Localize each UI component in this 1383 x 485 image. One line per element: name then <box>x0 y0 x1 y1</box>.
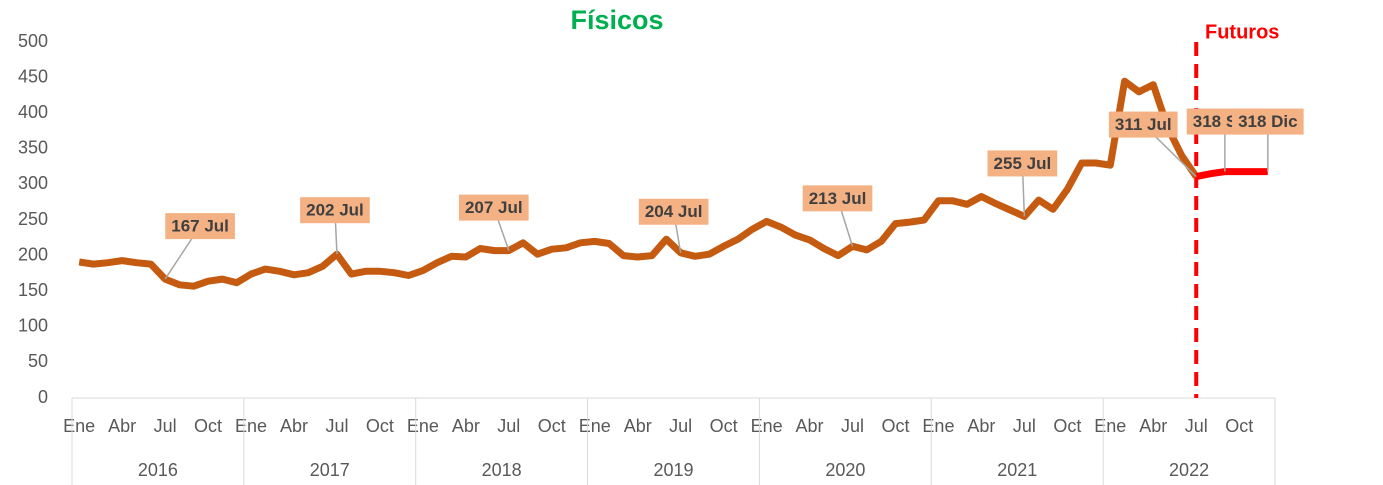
x-tick-label: Oct <box>1225 416 1253 436</box>
data-label: 213 Jul <box>809 189 867 208</box>
data-label: 202 Jul <box>306 201 364 220</box>
x-tick-label: Oct <box>881 416 909 436</box>
x-tick-label: Abr <box>108 416 136 436</box>
x-tick-label: Abr <box>280 416 308 436</box>
label-box <box>802 185 873 212</box>
x-tick-label: Ene <box>407 416 439 436</box>
x-tick-label: Abr <box>796 416 824 436</box>
year-label: 2022 <box>1169 460 1209 480</box>
y-tick-label: 0 <box>38 387 48 407</box>
y-tick-label: 500 <box>18 31 48 51</box>
label-box <box>987 150 1058 177</box>
x-tick-label: Abr <box>1139 416 1167 436</box>
y-tick-label: 50 <box>28 351 48 371</box>
y-tick-label: 100 <box>18 316 48 336</box>
label-box <box>1232 108 1304 135</box>
label-box <box>458 194 529 221</box>
label-box <box>638 198 709 225</box>
x-tick-label: Jul <box>841 416 864 436</box>
x-tick-label: Oct <box>710 416 738 436</box>
y-tick-label: 250 <box>18 209 48 229</box>
year-label: 2016 <box>138 460 178 480</box>
data-label: 318 Dic <box>1238 112 1298 131</box>
year-label: 2019 <box>653 460 693 480</box>
x-tick-label: Jul <box>497 416 520 436</box>
label-box <box>300 197 370 224</box>
x-tick-label: Abr <box>624 416 652 436</box>
y-tick-label: 450 <box>18 66 48 86</box>
x-tick-label: Ene <box>235 416 267 436</box>
data-label: 311 Jul <box>1115 115 1172 134</box>
chart-title: Físicos <box>570 5 663 35</box>
label-box <box>165 213 235 240</box>
data-label: 204 Jul <box>645 202 703 221</box>
x-tick-label: Ene <box>751 416 783 436</box>
data-label: 255 Jul <box>994 154 1052 173</box>
x-tick-label: Oct <box>366 416 394 436</box>
x-tick-label: Jul <box>325 416 348 436</box>
x-tick-label: Oct <box>1053 416 1081 436</box>
y-tick-label: 200 <box>18 244 48 264</box>
year-label: 2020 <box>825 460 865 480</box>
x-tick-label: Abr <box>967 416 995 436</box>
series-line <box>78 77 1200 290</box>
x-tick-label: Ene <box>579 416 611 436</box>
y-tick-label: 300 <box>18 173 48 193</box>
x-tick-label: Ene <box>1094 416 1126 436</box>
year-label: 2017 <box>310 460 350 480</box>
x-tick-label: Oct <box>538 416 566 436</box>
label-box <box>1108 111 1178 138</box>
y-tick-label: 350 <box>18 138 48 158</box>
x-tick-label: Abr <box>452 416 480 436</box>
x-tick-label: Jul <box>154 416 177 436</box>
x-tick-label: Ene <box>63 416 95 436</box>
y-tick-label: 150 <box>18 280 48 300</box>
data-label: 207 Jul <box>465 198 523 217</box>
data-label: 167 Jul <box>171 217 229 236</box>
x-tick-label: Jul <box>1013 416 1036 436</box>
futures-label: Futuros <box>1205 21 1279 43</box>
x-tick-label: Jul <box>1185 416 1208 436</box>
year-label: 2021 <box>997 460 1037 480</box>
series-line <box>1195 168 1268 181</box>
x-tick-label: Oct <box>194 416 222 436</box>
x-tick-label: Jul <box>669 416 692 436</box>
x-tick-label: Ene <box>922 416 954 436</box>
year-label: 2018 <box>482 460 522 480</box>
y-tick-label: 400 <box>18 102 48 122</box>
